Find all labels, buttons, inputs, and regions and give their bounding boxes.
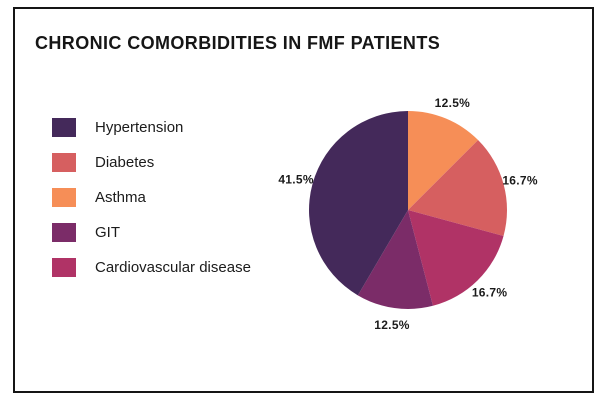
pie-slice-diabetes [408, 140, 508, 236]
pie-label-git: 12.5% [374, 318, 410, 332]
pie-label-asthma: 12.5% [435, 96, 471, 110]
legend-swatch [52, 258, 76, 277]
pie-label-diabetes: 16.7% [502, 173, 538, 187]
legend-item-label: Asthma [95, 189, 146, 206]
legend-item-cardiovascular-disease: Cardiovascular disease [52, 258, 251, 277]
legend-item-label: GIT [95, 224, 120, 241]
legend-swatch [52, 118, 76, 137]
chart-card: CHRONIC COMORBIDITIES IN FMF PATIENTS Hy… [13, 7, 594, 393]
legend-swatch [52, 188, 76, 207]
pie-label-cardiovascular-disease: 16.7% [472, 286, 508, 300]
legend-swatch [52, 223, 76, 242]
legend-item-hypertension: Hypertension [52, 118, 251, 137]
chart-title: CHRONIC COMORBIDITIES IN FMF PATIENTS [35, 33, 441, 53]
pie-label-hypertension: 41.5% [278, 173, 314, 187]
legend-item-asthma: Asthma [52, 188, 251, 207]
legend-item-label: Diabetes [95, 154, 155, 171]
pie-slice-cardiovascular-disease [408, 210, 504, 306]
legend-swatch [52, 153, 76, 172]
pie-slice-git [357, 210, 433, 310]
pie-chart: 12.5% 16.7% 16.7% 12.5% 41.5% [278, 96, 538, 332]
legend-item-label: Cardiovascular disease [95, 259, 251, 276]
pie-slice-asthma [408, 111, 479, 210]
legend-item-label: Hypertension [95, 119, 184, 136]
legend-item-diabetes: Diabetes [52, 153, 251, 172]
legend-item-git: GIT [52, 223, 251, 242]
pie-slice-hypertension [309, 111, 408, 296]
legend: Hypertension Diabetes Asthma GIT Cardiovascu… [52, 118, 251, 277]
